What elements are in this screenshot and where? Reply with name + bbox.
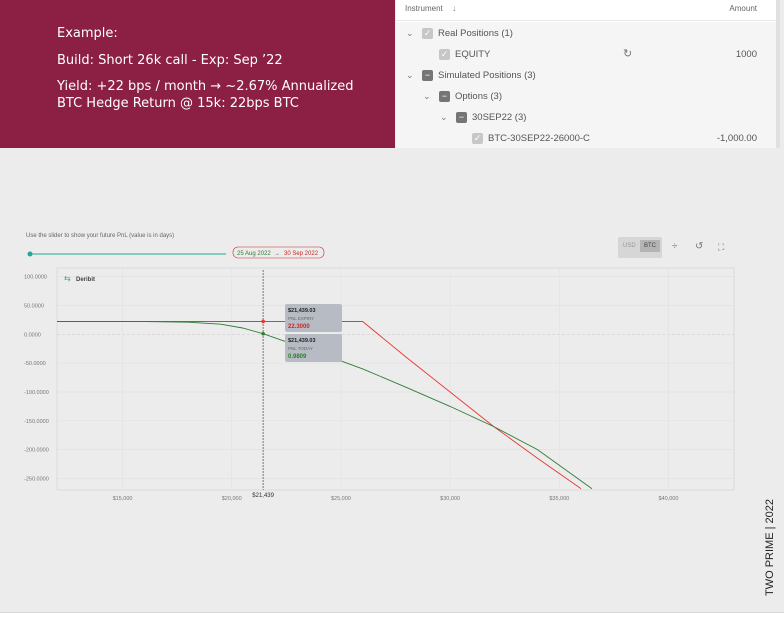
checkbox-checked-icon[interactable]: ✓ (439, 49, 450, 60)
example-build-text: Build: Short 26k call - Exp: Sep ’22 (57, 53, 283, 68)
checkbox-indeterminate-icon[interactable]: − (422, 70, 433, 81)
fullscreen-icon[interactable]: ⛶ (718, 242, 725, 252)
checkbox-indeterminate-icon[interactable]: − (439, 91, 450, 102)
positions-row-real[interactable]: ⌄ ✓ Real Positions (1) (396, 22, 780, 43)
pnl-chart-panel (10, 216, 742, 516)
example-heading: Example: (57, 26, 118, 41)
refresh-icon[interactable]: ↻ (623, 48, 633, 60)
example-hedge-text: BTC Hedge Return @ 15k: 22bps BTC (57, 96, 299, 111)
chevron-down-icon[interactable]: ⌄ (423, 91, 431, 101)
chevron-down-icon[interactable]: ⌄ (440, 112, 448, 122)
positions-header: Instrument ↓ Amount (396, 0, 780, 21)
footer-brand-tag: TWO PRIME | 2022 (764, 499, 776, 596)
positions-row-options[interactable]: ⌄ − Options (3) (396, 85, 780, 106)
slider-caption: Use the slider to show your future PnL (… (26, 233, 175, 239)
currency-btc-option[interactable]: BTC (640, 240, 660, 252)
currency-usd-option[interactable]: USD (623, 243, 636, 249)
row-amount: 1000 (735, 49, 757, 60)
checkbox-indeterminate-icon[interactable]: − (456, 112, 467, 123)
currency-toggle[interactable]: USD BTC (618, 237, 662, 258)
amount-column-header[interactable]: Amount (729, 4, 757, 13)
positions-scrollbar[interactable] (776, 0, 780, 148)
instrument-column-header[interactable]: Instrument (405, 4, 443, 13)
positions-row-equity[interactable]: ✓ EQUITY ↻ 1000 (396, 43, 780, 64)
row-amount: -1,000.00 (716, 133, 757, 144)
row-label: Options (3) (455, 91, 502, 102)
row-label: Real Positions (1) (438, 28, 513, 39)
split-icon[interactable]: ÷ (672, 241, 678, 252)
slide-bottom-border (0, 612, 784, 613)
checkbox-checked-icon[interactable]: ✓ (422, 28, 433, 39)
sort-arrow-down-icon[interactable]: ↓ (452, 3, 457, 13)
positions-panel: Instrument ↓ Amount ⌄ ✓ Real Positions (… (396, 0, 780, 148)
row-label: Simulated Positions (3) (438, 70, 536, 81)
example-yield-text: Yield: +22 bps / month → ~2.67% Annualiz… (57, 79, 354, 94)
row-label: BTC-30SEP22-26000-C (488, 133, 590, 144)
positions-row-instrument[interactable]: ✓ BTC-30SEP22-26000-C -1,000.00 (396, 127, 780, 148)
positions-row-simulated[interactable]: ⌄ − Simulated Positions (3) (396, 64, 780, 85)
row-label: EQUITY (455, 49, 491, 60)
row-label: 30SEP22 (3) (472, 112, 527, 123)
reset-icon[interactable]: ↺ (695, 241, 704, 252)
chevron-down-icon[interactable]: ⌄ (406, 28, 414, 38)
positions-row-expiry[interactable]: ⌄ − 30SEP22 (3) (396, 106, 780, 127)
checkbox-checked-icon[interactable]: ✓ (472, 133, 483, 144)
chevron-down-icon[interactable]: ⌄ (406, 70, 414, 80)
example-callout: Example: Build: Short 26k call - Exp: Se… (0, 0, 395, 148)
